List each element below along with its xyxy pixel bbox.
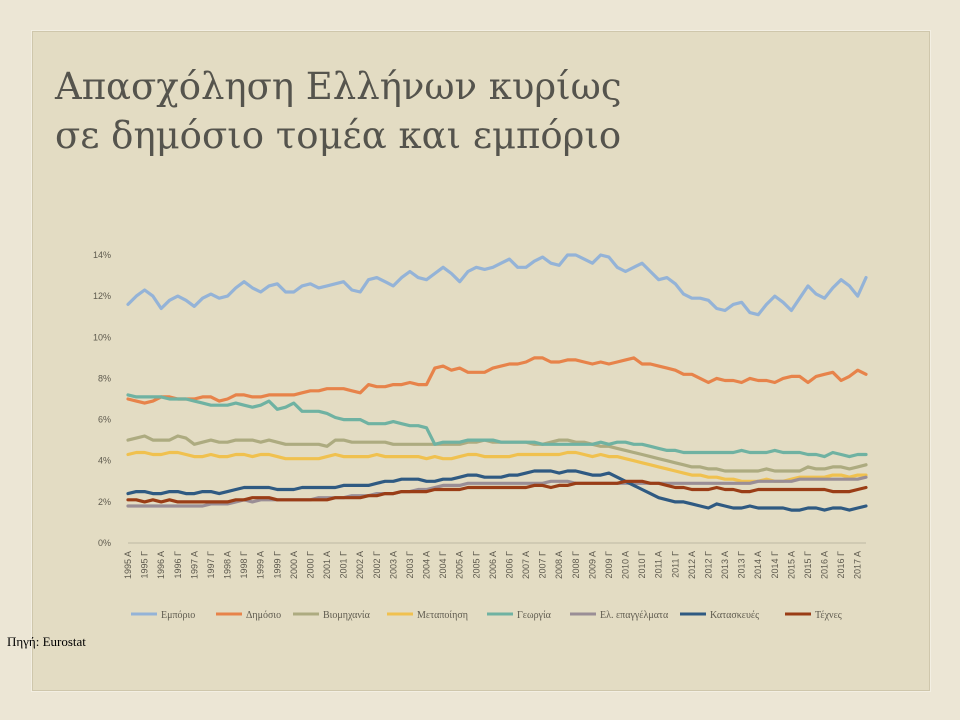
x-tick-label: 2000 Α [289,551,299,579]
x-tick-label: 2013 Γ [737,551,747,579]
x-tick-label: 2003 Γ [405,551,415,579]
x-tick-label: 1997 Γ [206,551,216,579]
y-tick-label: 14% [93,250,111,260]
y-tick-label: 4% [98,456,111,466]
x-tick-label: 1999 Γ [272,551,282,579]
x-tick-label: 2003 Α [388,551,398,579]
series-lines [126,253,868,512]
x-tick-label: 1998 Α [223,551,233,579]
x-tick-label: 2008 Α [554,551,564,579]
chart-title: Απασχόληση Ελλήνων κυρίως σε δημόσιο τομ… [55,62,775,160]
x-tick-label: 2012 Α [687,551,697,579]
x-tick-label: 2011 Γ [670,551,680,578]
legend-label: Μεταποίηση [417,610,468,621]
x-tick-label: 2008 Γ [571,551,581,579]
x-tick-label: 2016 Α [820,551,830,579]
x-tick-label: 2000 Γ [305,551,315,579]
x-tick-label: 2002 Α [355,551,365,579]
legend-item: Μεταποίηση [387,610,468,621]
legend-label: Τέχνες [815,610,842,621]
y-axis: 0% 2% 4% 6% 8% 10% 12% 14% [93,250,111,548]
legend-item: Βιομηχανία [293,610,371,621]
x-tick-label: 2005 Γ [471,551,481,579]
legend-item: Τέχνες [785,610,842,621]
x-tick-label: 2011 Α [654,551,664,578]
x-tick-label: 1996 Γ [173,551,183,579]
legend-label: Εμπόριο [161,610,195,621]
legend-item: Γεωργία [487,610,552,621]
y-tick-label: 12% [93,291,111,301]
x-tick-label: 2012 Γ [703,551,713,579]
legend-item: Εμπόριο [131,610,195,621]
chart-card [32,31,930,691]
chart-title-line-2: σε δημόσιο τομέα και εμπόριο [55,114,622,157]
x-tick-label: 2007 Α [521,551,531,579]
x-tick-label: 2016 Γ [836,551,846,579]
y-tick-label: 0% [98,538,111,548]
x-tick-label: 2017 Α [853,551,863,579]
x-tick-label: 2015 Γ [803,551,813,579]
series-line [126,393,868,459]
x-tick-label: 2013 Α [720,551,730,579]
x-tick-label: 2010 Α [621,551,631,579]
legend-label: Κατασκευές [710,610,759,621]
x-tick-label: 2004 Α [422,551,432,579]
x-tick-label: 2002 Γ [372,551,382,579]
legend-item: Κατασκευές [680,610,759,621]
x-tick-label: 2001 Α [322,551,332,579]
x-axis: 1995 Α 1995 Γ 1996 Α 1996 Γ 1997 Α 1997 Γ 1998… [123,542,866,579]
x-tick-label: 2015 Α [786,551,796,579]
x-tick-label: 1998 Γ [239,551,249,579]
x-tick-label: 2006 Α [488,551,498,579]
y-tick-label: 6% [98,415,111,425]
legend-label: Ελ. επαγγέλματα [600,610,669,621]
legend-item: Ελ. επαγγέλματα [570,610,669,621]
x-tick-label: 1995 Γ [140,551,150,579]
series-line [126,479,868,504]
x-tick-label: 1997 Α [189,551,199,579]
x-tick-label: 2001 Γ [339,551,349,579]
legend-label: Βιομηχανία [323,610,371,621]
x-tick-label: 2010 Γ [637,551,647,579]
y-tick-label: 8% [98,373,111,383]
x-tick-label: 2009 Γ [604,551,614,579]
x-tick-label: 1995 Α [123,551,133,579]
x-tick-label: 2005 Α [455,551,465,579]
x-tick-label: 2009 Α [587,551,597,579]
x-tick-label: 1999 Α [256,551,266,579]
legend-label: Δημόσιο [246,610,281,621]
chart-title-line-1: Απασχόληση Ελλήνων κυρίως [55,65,622,108]
x-tick-label: 2007 Γ [538,551,548,579]
series-line [126,356,868,405]
legend-item: Δημόσιο [216,610,281,621]
series-line [126,475,868,508]
x-tick-label: 2006 Γ [504,551,514,579]
source-note: Πηγή: Eurostat [7,634,86,649]
y-tick-label: 2% [98,497,111,507]
series-line [126,253,868,317]
x-tick-label: 2004 Γ [438,551,448,579]
legend-label: Γεωργία [517,610,552,621]
x-tick-label: 2014 Α [753,551,763,579]
x-tick-label: 2014 Γ [770,551,780,579]
y-tick-label: 10% [93,332,111,342]
series-line [126,469,868,512]
legend: Εμπόριο Δημόσιο Βιομηχανία Μεταποίηση Γεωργί… [131,610,842,621]
series-line [126,450,868,483]
x-tick-label: 1996 Α [156,551,166,579]
